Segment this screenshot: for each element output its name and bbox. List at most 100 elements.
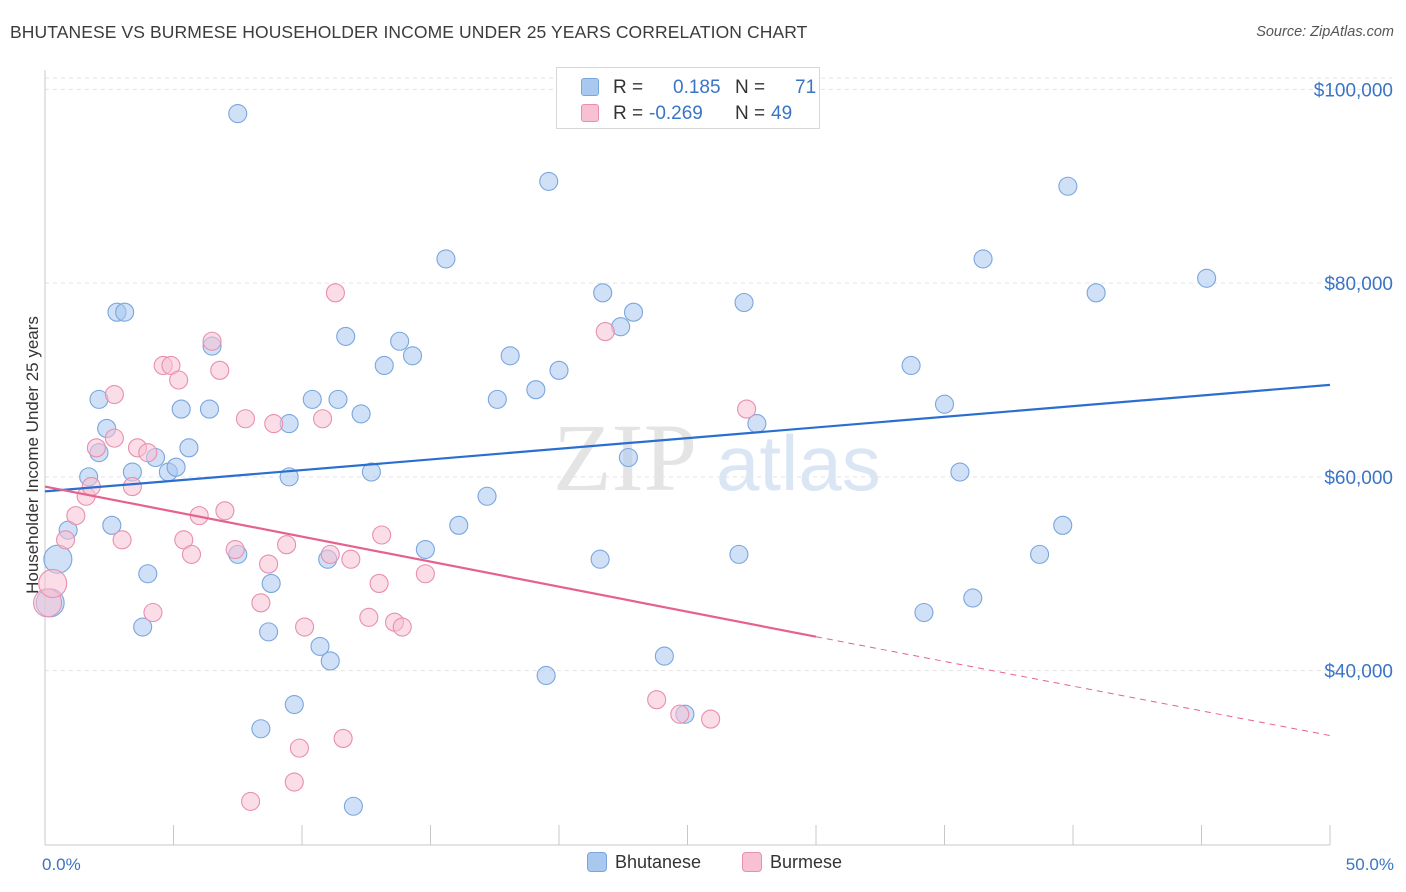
bottom-legend-swatch-bhutanese	[587, 852, 607, 872]
point-burmese	[670, 704, 690, 724]
point-bhutanese	[618, 447, 638, 468]
watermark: ZIP atlas	[553, 404, 881, 511]
point-bhutanese	[593, 283, 613, 303]
point-bhutanese	[261, 573, 281, 593]
point-bhutanese	[171, 399, 191, 419]
y-tick-label: $60,000	[1324, 468, 1393, 489]
legend-r-label: R =	[613, 103, 644, 124]
legend-n-value: 49	[771, 103, 793, 124]
point-burmese	[359, 607, 379, 627]
point-bhutanese	[914, 602, 934, 623]
point-bhutanese	[1030, 544, 1050, 564]
point-bhutanese	[351, 404, 371, 424]
point-burmese	[86, 438, 106, 458]
point-bhutanese	[402, 346, 423, 366]
correlation-legend: R = 0.185 N = 71 R = -0.269 N = 49	[556, 67, 820, 129]
point-burmese	[295, 617, 315, 637]
point-bhutanese	[1058, 176, 1078, 196]
point-burmese	[647, 690, 667, 710]
point-burmese	[104, 428, 124, 448]
watermark-atlas: atlas	[716, 419, 881, 507]
legend-swatch-burmese	[581, 104, 599, 122]
point-bhutanese	[374, 355, 394, 376]
point-bhutanese	[973, 249, 993, 269]
point-bhutanese	[284, 694, 304, 715]
point-bhutanese	[590, 549, 610, 569]
point-bhutanese	[259, 622, 279, 642]
point-burmese	[202, 331, 222, 351]
point-bhutanese	[199, 399, 220, 419]
point-burmese	[210, 360, 230, 380]
bottom-legend-swatch-burmese	[742, 852, 762, 872]
x-tick-label-max: 50.0%	[1346, 855, 1394, 874]
bottom-legend-burmese: Burmese	[742, 852, 842, 873]
point-burmese	[325, 283, 345, 303]
point-bhutanese	[43, 544, 73, 574]
point-bhutanese	[133, 617, 153, 637]
tick-labels: $40,000 $60,000 $80,000 $100,000 0.0% 50.0%	[42, 80, 1394, 874]
point-burmese	[289, 738, 309, 758]
point-burmese	[369, 573, 389, 593]
point-bhutanese	[310, 636, 330, 656]
legend-swatch-bhutanese	[581, 78, 599, 96]
point-bhutanese	[320, 651, 340, 671]
point-burmese	[104, 384, 124, 405]
point-bhutanese	[549, 360, 569, 380]
trendline-burmese	[44, 485, 817, 638]
bottom-legend-label-burmese: Burmese	[770, 852, 843, 872]
legend-n-value: 71	[795, 77, 817, 98]
point-bhutanese	[1053, 515, 1073, 535]
chart-title: BHUTANESE VS BURMESE HOUSEHOLDER INCOME …	[10, 22, 808, 42]
point-burmese	[341, 549, 361, 569]
point-burmese	[313, 409, 333, 429]
x-tick-label-min: 0.0%	[42, 855, 81, 874]
point-burmese	[392, 617, 412, 637]
bottom-legend-label-bhutanese: Bhutanese	[615, 852, 702, 872]
point-burmese	[122, 477, 142, 497]
point-burmese	[235, 409, 256, 429]
point-burmese	[215, 501, 235, 521]
point-bhutanese	[526, 380, 546, 400]
trend-layer	[44, 383, 1331, 737]
point-bhutanese	[115, 302, 135, 322]
point-bhutanese	[138, 564, 158, 584]
point-burmese	[259, 554, 279, 574]
point-bhutanese	[623, 302, 644, 322]
point-bhutanese	[302, 389, 322, 409]
point-bhutanese	[228, 104, 248, 124]
grid-layer	[45, 77, 1392, 672]
points-layer	[33, 104, 1217, 816]
legend-r-value: 0.185	[673, 77, 721, 98]
point-burmese	[225, 539, 245, 560]
point-bhutanese	[1197, 268, 1217, 288]
point-burmese	[112, 530, 132, 550]
point-burmese	[241, 791, 261, 811]
point-bhutanese	[436, 249, 456, 269]
point-bhutanese	[328, 389, 348, 409]
point-bhutanese	[477, 486, 497, 506]
point-burmese	[264, 414, 284, 434]
axis-layer	[44, 70, 1331, 846]
point-bhutanese	[361, 462, 381, 482]
point-burmese	[333, 728, 353, 748]
point-burmese	[181, 544, 202, 564]
bottom-legend-bhutanese: Bhutanese	[587, 852, 701, 873]
y-axis-label: Householder Income Under 25 years	[23, 316, 42, 594]
point-burmese	[320, 544, 340, 564]
point-bhutanese	[536, 665, 556, 686]
point-burmese	[38, 568, 68, 598]
point-burmese	[251, 593, 271, 613]
point-bhutanese	[729, 544, 749, 564]
point-burmese	[143, 602, 163, 623]
point-bhutanese	[251, 719, 271, 739]
point-burmese	[737, 399, 757, 419]
legend-r-label: R =	[613, 77, 644, 98]
trendline-bhutanese	[44, 383, 1331, 493]
point-burmese	[277, 535, 297, 555]
point-bhutanese	[734, 292, 754, 313]
point-burmese	[284, 772, 304, 792]
point-bhutanese	[343, 796, 363, 816]
point-bhutanese	[500, 346, 520, 366]
point-bhutanese	[901, 355, 921, 376]
